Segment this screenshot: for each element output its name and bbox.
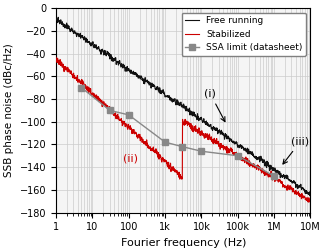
SSA limit (datasheet) <box>200 150 203 153</box>
SSA limit (datasheet) <box>163 141 167 144</box>
Stabilized <box>276 180 280 183</box>
Free running <box>152 85 156 88</box>
SSA limit (datasheet) <box>127 113 131 116</box>
Free running <box>54 16 58 19</box>
Stabilized <box>163 158 167 161</box>
SSA limit (datasheet) <box>180 145 184 148</box>
Line: SSA limit (datasheet): SSA limit (datasheet) <box>79 85 277 179</box>
Stabilized <box>83 84 87 87</box>
Y-axis label: SSB phase noise (dBc/Hz): SSB phase noise (dBc/Hz) <box>4 44 14 177</box>
Stabilized <box>308 200 312 203</box>
Free running <box>56 16 60 19</box>
Text: (i): (i) <box>204 89 225 121</box>
SSA limit (datasheet) <box>236 154 240 157</box>
Stabilized <box>307 201 311 204</box>
Line: Free running: Free running <box>56 17 310 196</box>
Free running <box>83 37 87 40</box>
Stabilized <box>54 56 58 59</box>
Free running <box>276 171 280 174</box>
SSA limit (datasheet) <box>80 86 84 89</box>
Free running <box>163 94 167 97</box>
Text: (iii): (iii) <box>283 136 310 164</box>
Text: (ii): (ii) <box>123 153 138 164</box>
SSA limit (datasheet) <box>272 175 276 178</box>
Free running <box>304 190 307 193</box>
Stabilized <box>152 149 156 152</box>
X-axis label: Fourier frequency (Hz): Fourier frequency (Hz) <box>121 238 246 248</box>
Free running <box>308 190 312 193</box>
Legend: Free running, Stabilized, SSA limit (datasheet): Free running, Stabilized, SSA limit (dat… <box>182 13 306 56</box>
Line: Stabilized: Stabilized <box>56 57 310 202</box>
Free running <box>98 49 102 52</box>
Free running <box>308 194 312 197</box>
SSA limit (datasheet) <box>108 109 112 112</box>
Stabilized <box>98 98 102 101</box>
Stabilized <box>304 198 307 201</box>
